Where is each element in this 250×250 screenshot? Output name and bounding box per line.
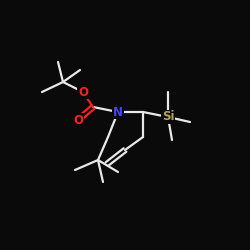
Text: O: O: [78, 86, 88, 98]
Text: O: O: [73, 114, 83, 126]
Text: N: N: [113, 106, 123, 118]
Text: Si: Si: [162, 110, 174, 124]
